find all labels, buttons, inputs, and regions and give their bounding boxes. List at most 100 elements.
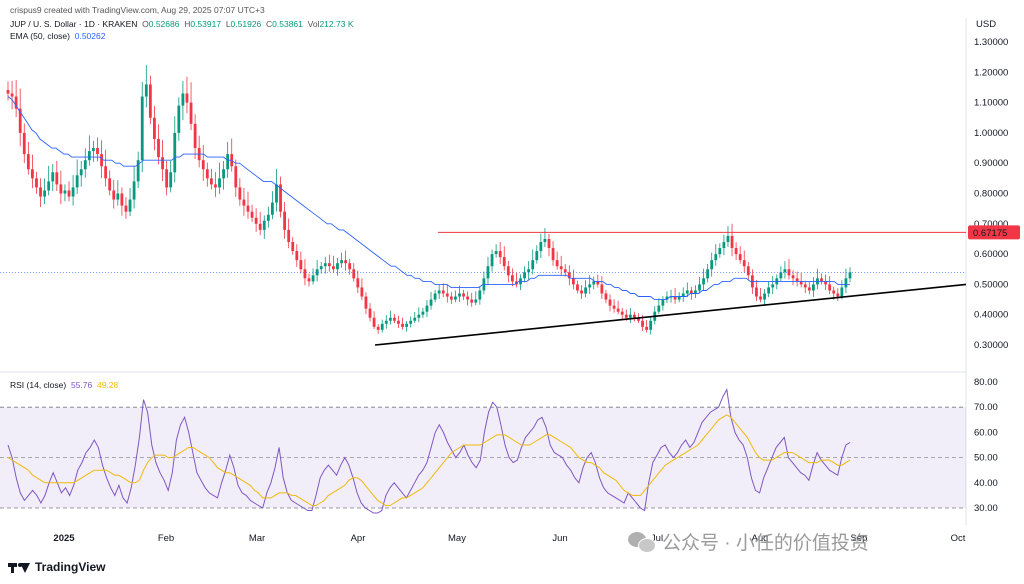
support-trendline bbox=[374, 283, 967, 346]
wechat-icon bbox=[628, 530, 656, 554]
candle-body bbox=[35, 178, 38, 188]
candle-body bbox=[169, 172, 173, 188]
candle-body bbox=[783, 269, 787, 273]
candle-body bbox=[254, 217, 258, 224]
candle-body bbox=[140, 96, 144, 161]
rsi-legend[interactable]: RSI (14, close) 55.76 49.28 bbox=[10, 380, 118, 390]
tradingview-footer: TradingView bbox=[8, 560, 105, 574]
candle-body bbox=[144, 84, 148, 97]
candle-body bbox=[633, 314, 636, 318]
candle-body bbox=[641, 320, 644, 327]
x-tick-label: May bbox=[448, 533, 466, 544]
symbol-name[interactable]: JUP / U. S. Dollar · 1D · KRAKEN bbox=[10, 19, 138, 29]
created-by-text: crispus9 created with TradingView.com, A… bbox=[10, 5, 265, 15]
price-tick-label: 0.60000 bbox=[974, 249, 1008, 260]
candle-body bbox=[384, 320, 388, 324]
candle-body bbox=[71, 187, 75, 197]
candle-body bbox=[279, 184, 282, 212]
candle-body bbox=[791, 275, 795, 279]
candle-body bbox=[828, 284, 832, 291]
price-tick-label: 0.50000 bbox=[974, 279, 1008, 290]
candle-body bbox=[401, 323, 404, 327]
candle-body bbox=[531, 260, 535, 270]
candle-body bbox=[657, 305, 661, 312]
candle-body bbox=[449, 296, 453, 300]
candle-body bbox=[478, 290, 482, 300]
candle-body bbox=[604, 293, 608, 300]
candle-body bbox=[584, 287, 588, 294]
candle-body bbox=[189, 102, 193, 124]
candle-body bbox=[681, 293, 685, 297]
candle-body bbox=[112, 190, 116, 200]
candle-body bbox=[576, 284, 579, 291]
ema-legend[interactable]: EMA (50, close) 0.50262 bbox=[10, 31, 105, 41]
candle-body bbox=[193, 123, 197, 149]
candle-body bbox=[148, 84, 152, 118]
candle-body bbox=[738, 254, 742, 261]
candle-body bbox=[710, 260, 714, 270]
candle-body bbox=[356, 278, 360, 288]
candle-body bbox=[824, 281, 827, 285]
candle-body bbox=[319, 266, 323, 270]
candle-body bbox=[205, 169, 209, 179]
candle-body bbox=[433, 293, 437, 300]
candle-body bbox=[563, 269, 567, 273]
candle-body bbox=[352, 269, 356, 279]
high-value: 0.53917 bbox=[190, 19, 222, 29]
candle-body bbox=[714, 254, 718, 261]
candle-body bbox=[22, 132, 26, 155]
rsi-line bbox=[7, 388, 851, 514]
x-tick-label: Sep bbox=[851, 533, 868, 544]
ema-label: EMA (50, close) bbox=[10, 31, 70, 41]
candle-body bbox=[441, 290, 445, 294]
candle-body bbox=[10, 93, 14, 97]
candle-body bbox=[490, 254, 494, 267]
candle-body bbox=[494, 251, 498, 255]
price-tick-label: 0.80000 bbox=[974, 189, 1008, 200]
candle-body bbox=[628, 314, 632, 318]
candle-body bbox=[437, 290, 441, 294]
candle-body bbox=[136, 160, 140, 182]
candle-body bbox=[303, 269, 307, 279]
candle-body bbox=[742, 260, 746, 267]
candle-body bbox=[669, 296, 673, 298]
low-label: L bbox=[225, 19, 231, 29]
candle-body bbox=[380, 323, 384, 330]
candle-body bbox=[694, 290, 697, 294]
candle-body bbox=[474, 299, 478, 303]
candle-body bbox=[67, 190, 71, 197]
candle-body bbox=[592, 281, 596, 285]
rsi-tick-label: 80.00 bbox=[974, 377, 998, 388]
candle-body bbox=[425, 305, 429, 312]
candle-body bbox=[506, 266, 510, 276]
candle-body bbox=[413, 317, 417, 321]
candle-body bbox=[201, 160, 205, 170]
candle-body bbox=[547, 238, 551, 249]
candle-body bbox=[803, 284, 807, 288]
rsi-tick-label: 70.00 bbox=[974, 402, 998, 413]
candle-body bbox=[466, 296, 470, 300]
tradingview-brand: TradingView bbox=[35, 560, 106, 574]
candle-body bbox=[250, 211, 254, 218]
candle-body bbox=[181, 93, 185, 106]
candle-body bbox=[344, 260, 348, 264]
candle-body bbox=[572, 278, 575, 285]
candle-body bbox=[787, 269, 791, 276]
candle-body bbox=[258, 223, 262, 230]
candle-body bbox=[527, 269, 531, 273]
candle-body bbox=[291, 241, 295, 252]
candle-body bbox=[218, 178, 221, 188]
candle-body bbox=[161, 157, 164, 170]
price-label-text: 0.67175 bbox=[973, 228, 1007, 239]
candle-body bbox=[295, 251, 299, 261]
low-value: 0.51926 bbox=[230, 19, 262, 29]
candle-body bbox=[486, 266, 490, 279]
candle-body bbox=[307, 278, 311, 282]
rsi-tick-label: 40.00 bbox=[974, 478, 998, 489]
candle-body bbox=[238, 187, 242, 200]
candle-body bbox=[157, 138, 160, 158]
candle-body bbox=[567, 272, 571, 279]
candle-body bbox=[807, 287, 811, 291]
candle-body bbox=[665, 296, 669, 300]
